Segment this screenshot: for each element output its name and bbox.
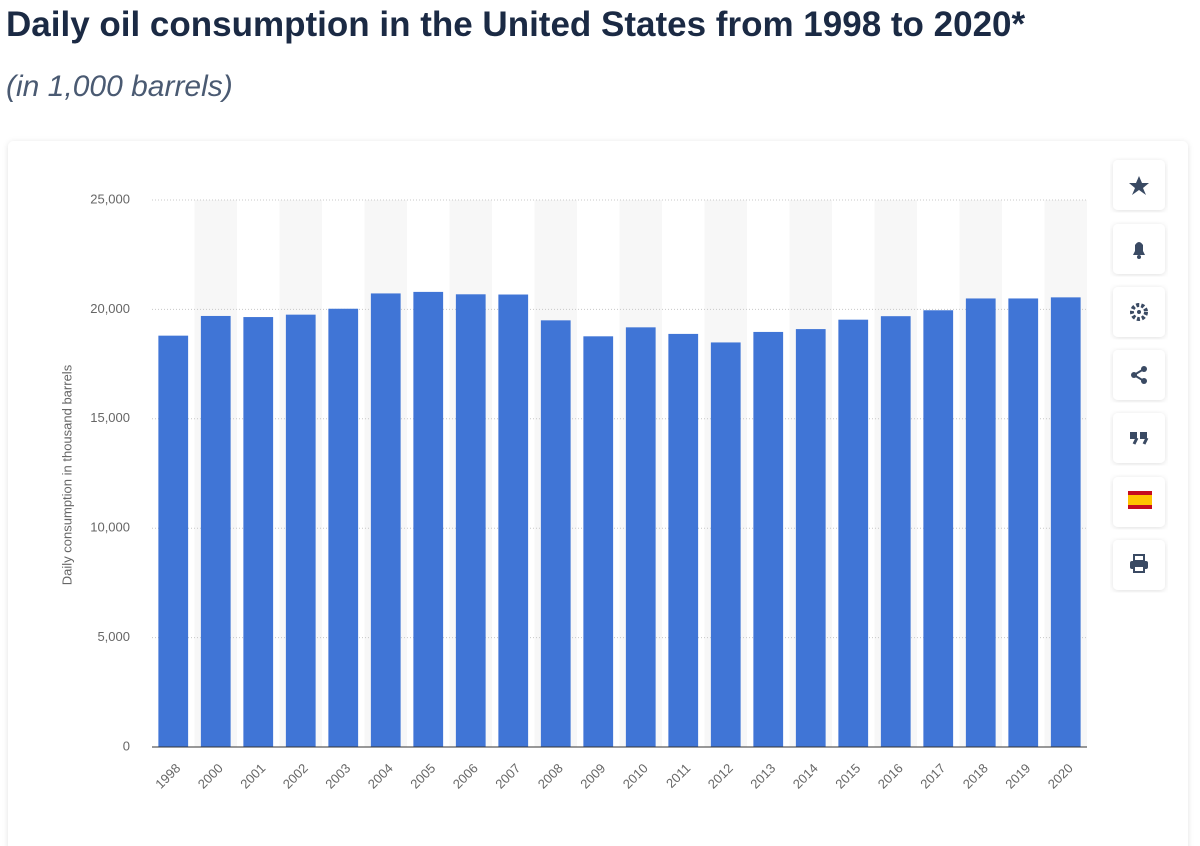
bar [923,310,954,747]
y-tick-label: 10,000 [90,520,130,535]
bar [158,335,189,747]
bar [838,319,869,747]
bar [753,331,784,747]
bar [668,333,699,747]
bar [1050,297,1081,747]
bar [200,315,231,747]
bar [583,336,614,747]
y-tick-label: 5,000 [97,629,130,644]
chart-title: Daily oil consumption in the United Stat… [6,5,1025,44]
favorite-button[interactable] [1113,160,1165,210]
y-axis-label: Daily consumption in thousand barrels [59,364,74,585]
share-button[interactable] [1113,350,1165,400]
bar [540,320,571,747]
bar [455,294,486,747]
cite-button[interactable] [1113,413,1165,463]
alert-button[interactable] [1113,224,1165,274]
bar [795,329,826,747]
bar [370,293,401,747]
y-tick-label: 0 [123,738,130,753]
bar [880,316,911,747]
language-button[interactable] [1113,477,1165,527]
y-tick-label: 25,000 [90,191,130,206]
toolbar [1113,160,1165,590]
bar [625,327,656,747]
bar [710,342,741,747]
bar [285,314,316,747]
y-tick-label: 20,000 [90,301,130,316]
chart-subtitle: (in 1,000 barrels) [6,70,233,103]
bar [243,317,274,747]
print-button[interactable] [1113,540,1165,590]
settings-button[interactable] [1113,287,1165,337]
bar [328,308,359,747]
bar [1008,298,1039,747]
y-tick-label: 15,000 [90,410,130,425]
bar [498,294,529,747]
bar [413,291,444,747]
bar [965,298,996,747]
